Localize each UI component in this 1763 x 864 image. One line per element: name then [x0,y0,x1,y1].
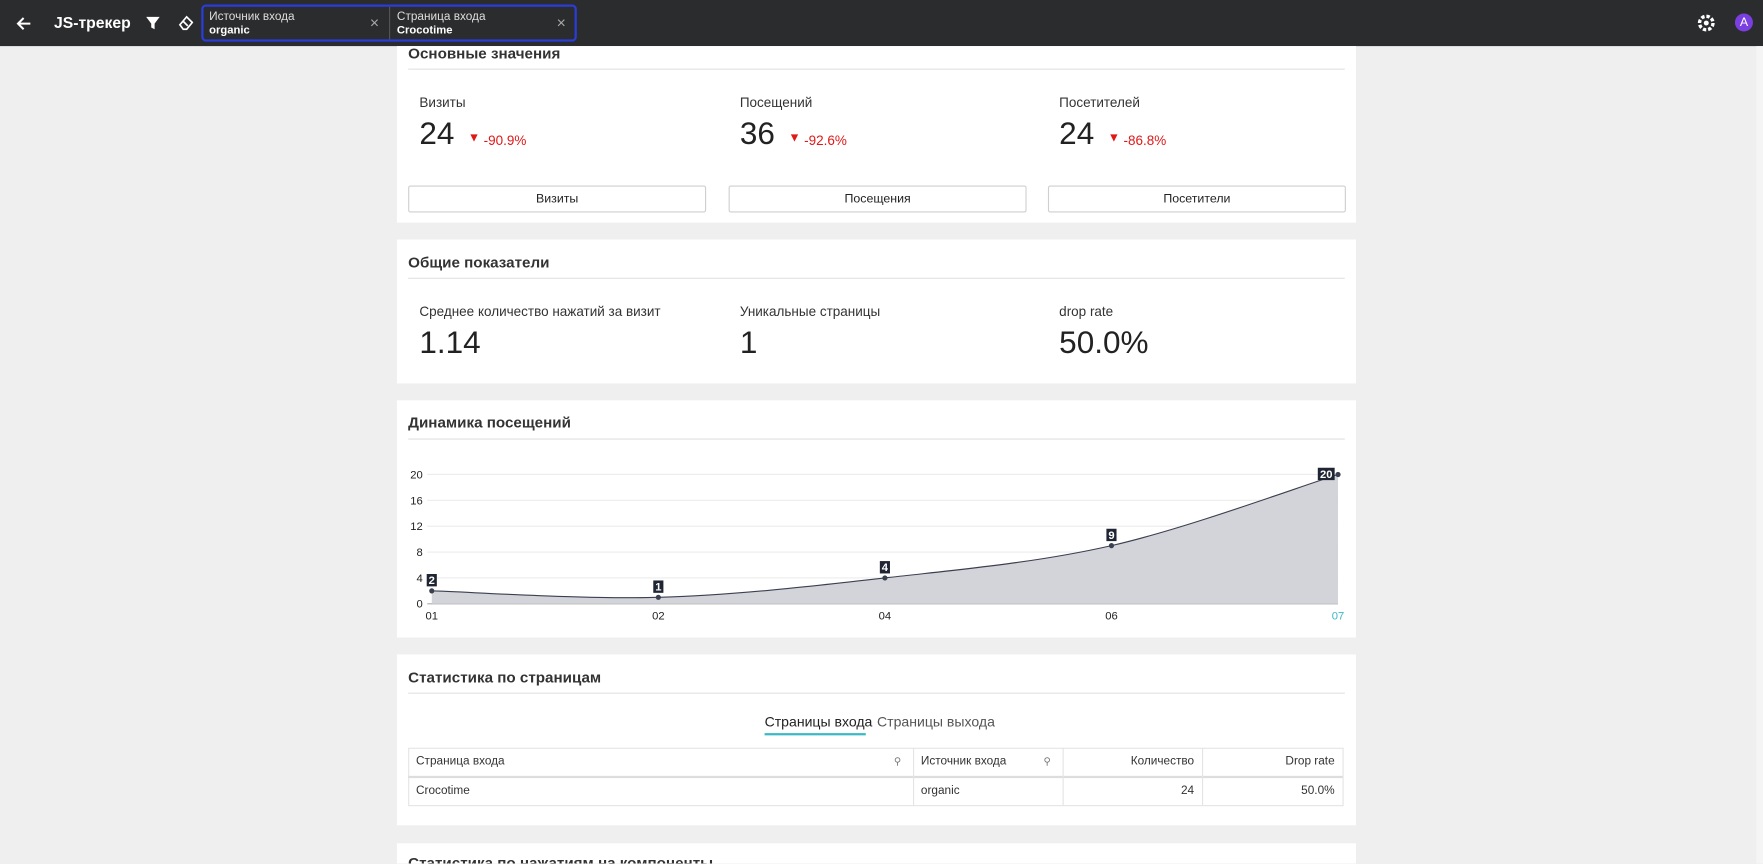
value-label: 9 [1108,530,1114,542]
table-cell: Crocotime [416,783,470,798]
column-header[interactable]: Источник входа [920,754,1007,768]
tab[interactable]: Страницы входа [764,713,873,730]
top-bar [0,0,1763,47]
filter-box [201,4,577,42]
point [655,594,661,600]
change-arrow: ▼ [1107,131,1120,146]
rule [408,68,1345,70]
filter-remove[interactable]: × [556,13,566,32]
filter-label: Источник входа [209,10,295,24]
card [396,843,1357,864]
tab[interactable]: Страницы выхода [877,713,995,730]
value-label-bg [1106,528,1117,542]
app-title: JS-трекер [53,13,131,32]
metric-value: 24 [1059,115,1095,151]
table-header-rule [408,775,1343,779]
col-divider [913,747,915,806]
filter-value: organic [209,24,250,38]
metric-change: -86.8% [1123,132,1167,149]
card [396,654,1357,826]
metric-button[interactable]: Посетители [1047,185,1346,213]
point [882,575,888,581]
back-button[interactable] [13,13,33,33]
change-arrow: ▼ [788,131,801,146]
value-label-bg [1317,467,1335,481]
table-cell: 24 [1180,783,1195,798]
area [431,474,1339,604]
metric-button[interactable]: Посещения [728,185,1027,213]
point [1108,543,1115,549]
section-title: Основные значения [408,44,561,62]
metric-label: Уникальные страницы [739,303,881,320]
value-label-bg [879,561,890,574]
col-divider [1062,747,1064,806]
y-tick-label: 16 [410,495,423,507]
rule [408,277,1345,279]
change-arrow: ▼ [467,131,481,146]
metric-value: 1 [739,324,758,360]
metric-value: 50.0% [1059,324,1149,360]
column-header[interactable]: Страница входа [416,754,505,768]
col-divider [1201,747,1204,806]
rule [408,692,1345,694]
value-label: 4 [882,562,889,574]
metric-change: -92.6% [804,132,847,149]
section-title: Общие показатели [408,254,550,271]
metric-value: 1.14 [419,324,481,360]
metric-value: 36 [739,115,775,151]
section-title: Динамика посещений [408,413,571,431]
scrollbar [1756,46,1763,864]
value-label: 1 [655,582,661,594]
column-header[interactable]: Количество [1130,754,1195,768]
value-label: 20 [1320,469,1333,481]
settings-button[interactable] [1697,13,1716,32]
clear-button[interactable] [178,15,194,31]
divider [389,6,391,40]
card [396,239,1357,384]
y-tick-label: 0 [417,599,423,611]
avatar[interactable]: A [1734,13,1753,32]
value-label-bg [653,580,664,593]
table-cell: 50.0% [1301,783,1335,798]
section-title: Статистика по страницам [408,669,602,686]
rule [408,438,1345,440]
tab-underline [764,733,866,736]
metric-label: Визиты [419,94,466,111]
filter-label: Страница входа [396,10,486,24]
section-title: Статистика по нажатиям на компоненты [408,854,714,864]
metric-label: Посетителей [1059,94,1140,111]
metric-change: -90.9% [483,132,527,149]
x-tick-label: 06 [1105,611,1118,623]
x-tick-label: 04 [879,611,892,623]
value-label-bg [426,574,437,587]
y-tick-label: 12 [410,521,423,533]
filter-remove[interactable]: × [369,13,380,32]
column-header[interactable]: Drop rate [1285,754,1335,768]
value-label: 2 [429,575,435,587]
y-tick-label: 20 [410,469,423,481]
x-tick-label: 07 [1332,611,1345,623]
filter-button[interactable] [145,15,161,31]
filter-value: Crocotime [396,24,453,38]
x-tick-label: 02 [652,611,665,623]
search-icon: ⚲ [1043,755,1051,767]
metric-label: Среднее количество нажатий за визит [419,303,661,320]
metric-label: Посещений [739,94,813,111]
metric-label: drop rate [1059,303,1114,320]
point [429,588,435,594]
metric-button[interactable]: Визиты [408,185,707,213]
search-icon: ⚲ [893,755,902,767]
point [1335,471,1341,478]
x-tick-label: 01 [426,611,439,623]
table-cell: organic [920,783,960,798]
y-tick-label: 8 [417,547,423,559]
y-tick-label: 4 [417,573,423,585]
metric-value: 24 [419,115,455,151]
